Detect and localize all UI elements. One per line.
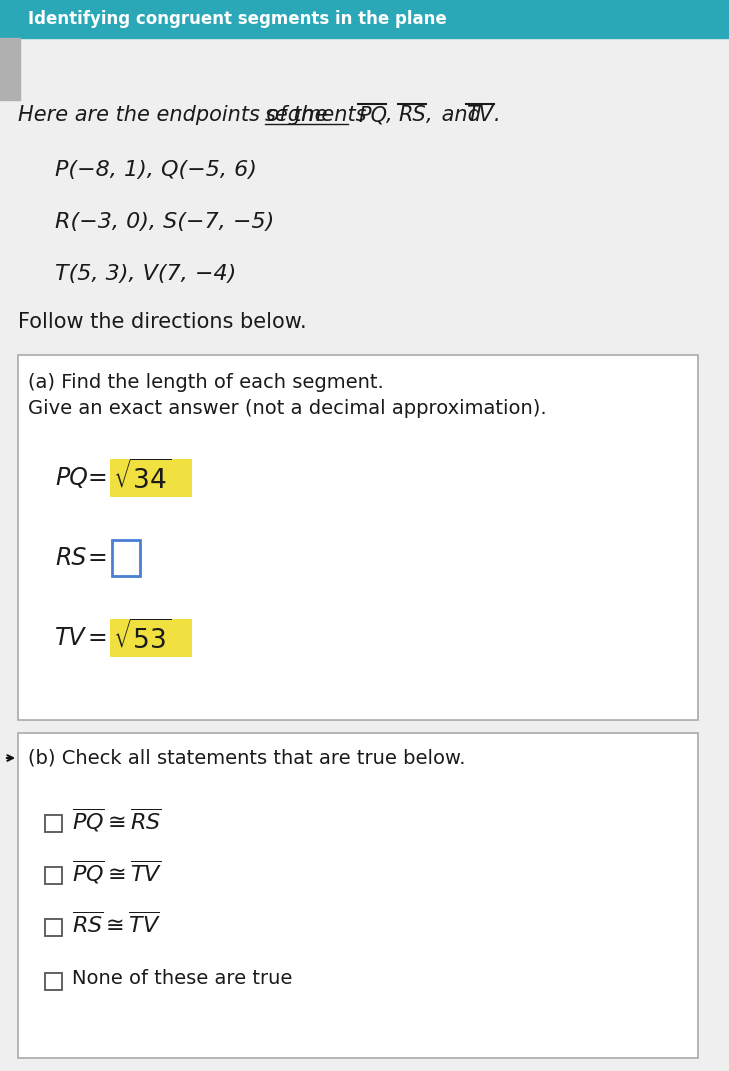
Bar <box>112 540 140 576</box>
Bar <box>110 459 192 497</box>
Text: .: . <box>494 105 501 125</box>
Text: $\sqrt{53}$: $\sqrt{53}$ <box>113 620 171 655</box>
Text: $\overline{PQ} \cong \overline{RS}$: $\overline{PQ} \cong \overline{RS}$ <box>72 806 162 833</box>
Text: and: and <box>435 105 488 125</box>
Bar <box>45 919 62 936</box>
Text: $\sqrt{34}$: $\sqrt{34}$ <box>113 461 171 496</box>
Text: ,: , <box>426 105 432 125</box>
Text: (b) Check all statements that are true below.: (b) Check all statements that are true b… <box>28 749 466 768</box>
Text: Give an exact answer (not a decimal approximation).: Give an exact answer (not a decimal appr… <box>28 398 547 418</box>
Text: Follow the directions below.: Follow the directions below. <box>18 312 307 332</box>
Text: Here are the endpoints of the: Here are the endpoints of the <box>18 105 334 125</box>
Bar <box>18 733 698 1058</box>
Text: $\overline{RS} \cong \overline{TV}$: $\overline{RS} \cong \overline{TV}$ <box>72 911 161 937</box>
Text: None of these are true: None of these are true <box>72 968 292 987</box>
Text: T(5, 3), V(7, −4): T(5, 3), V(7, −4) <box>55 263 236 284</box>
Text: =: = <box>88 466 108 491</box>
Bar <box>45 868 62 884</box>
Text: TV: TV <box>55 627 85 650</box>
Text: Identifying congruent segments in the plane: Identifying congruent segments in the pl… <box>28 10 447 28</box>
Text: PQ: PQ <box>55 466 88 491</box>
Text: PQ: PQ <box>358 105 387 125</box>
Text: (a) Find the length of each segment.: (a) Find the length of each segment. <box>28 374 383 392</box>
Bar <box>0 37 20 100</box>
Text: =: = <box>88 627 108 650</box>
Text: R(−3, 0), S(−7, −5): R(−3, 0), S(−7, −5) <box>55 212 274 232</box>
Bar <box>18 355 698 720</box>
Text: $\overline{PQ} \cong \overline{TV}$: $\overline{PQ} \cong \overline{TV}$ <box>72 858 163 886</box>
Bar <box>0 0 729 37</box>
Bar <box>45 972 62 990</box>
Text: P(−8, 1), Q(−5, 6): P(−8, 1), Q(−5, 6) <box>55 160 257 180</box>
Bar <box>45 815 62 832</box>
Bar <box>110 619 192 657</box>
Text: RS: RS <box>55 546 86 570</box>
Text: ,: , <box>386 105 393 125</box>
Text: TV: TV <box>466 105 493 125</box>
Text: segments: segments <box>265 105 367 125</box>
Text: RS: RS <box>398 105 426 125</box>
Text: =: = <box>88 546 108 570</box>
